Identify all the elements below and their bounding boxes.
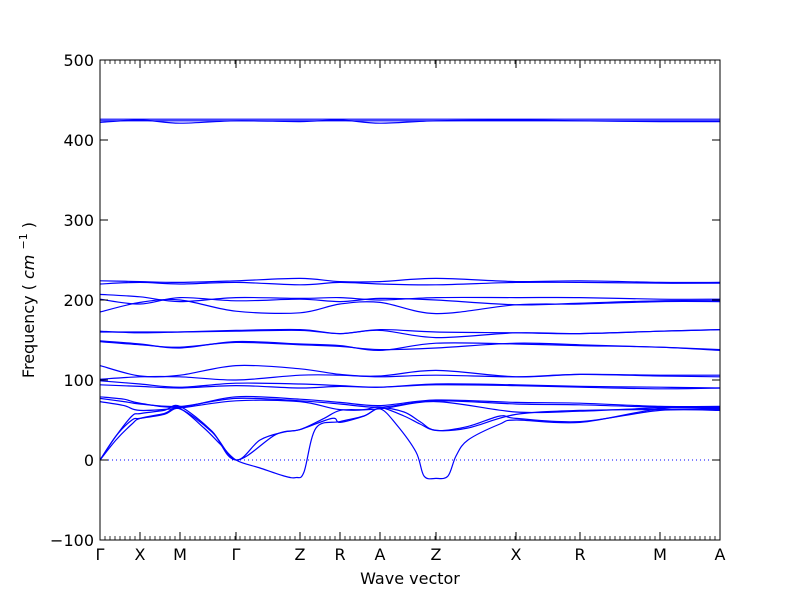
- y-axis-label: Frequency ( cm −1 ): [12, 222, 38, 378]
- band-line-11: [99, 340, 721, 352]
- x-tick-label: X: [135, 545, 146, 564]
- band-line-18: [99, 397, 721, 408]
- x-tick-label: X: [511, 545, 522, 564]
- y-axis-unit-exponent: −1: [17, 233, 30, 249]
- band-line-14: [99, 373, 721, 381]
- x-tick-label: Z: [431, 545, 442, 564]
- x-tick-label: Z: [295, 545, 306, 564]
- plot-frame: [99, 59, 721, 541]
- x-tick-label: A: [375, 545, 386, 564]
- band-line-20: [99, 404, 721, 461]
- y-tick-label: 100: [63, 371, 94, 390]
- y-tick-label: 200: [63, 291, 94, 310]
- band-line-8: [99, 298, 721, 315]
- x-tick-label: R: [574, 545, 585, 564]
- x-tick-label: M: [653, 545, 667, 564]
- band-line-16: [99, 384, 721, 390]
- phonon-bands: [99, 118, 721, 480]
- y-tick-label: 0: [84, 451, 94, 470]
- y-tick-label: 500: [63, 51, 94, 70]
- y-tick-label: −100: [50, 531, 94, 550]
- x-tick-label: Γ: [96, 545, 105, 564]
- plot-background: [100, 60, 720, 540]
- band-line-21: [99, 407, 721, 461]
- x-tick-label: M: [173, 545, 187, 564]
- y-axis-label-close: ): [19, 222, 38, 228]
- band-line-12: [99, 341, 721, 351]
- y-axis-label-text: Frequency: [19, 295, 38, 378]
- x-axis-label: Wave vector: [360, 569, 460, 588]
- y-tick-label: 300: [63, 211, 94, 230]
- band-line-22: [99, 406, 721, 480]
- band-line-3: [99, 119, 721, 124]
- band-line-17: [99, 395, 721, 408]
- band-line-10: [100, 329, 721, 339]
- x-tick-label: R: [334, 545, 345, 564]
- x-tick-label: Γ: [232, 545, 241, 564]
- y-tick-label: 400: [63, 131, 94, 150]
- y-axis-unit: cm: [19, 255, 38, 279]
- band-line-4: [99, 277, 721, 284]
- y-axis-label-open: (: [19, 284, 38, 290]
- x-tick-label: A: [715, 545, 726, 564]
- band-line-7: [99, 296, 721, 306]
- y-axis-ticks: −100 0 100 200 300 400 500: [50, 51, 720, 550]
- band-line-5: [99, 281, 721, 286]
